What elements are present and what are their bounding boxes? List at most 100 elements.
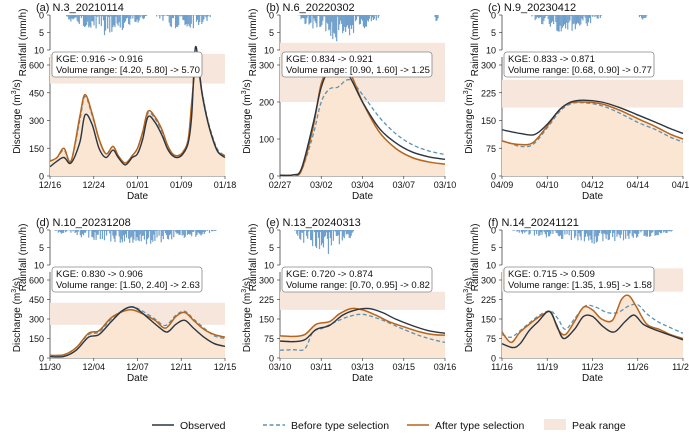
rain-bar bbox=[583, 15, 585, 16]
rain-bar bbox=[197, 15, 199, 20]
rain-bar bbox=[327, 230, 330, 254]
rain-bar bbox=[100, 15, 102, 27]
rain-bar bbox=[562, 230, 564, 239]
rain-bar bbox=[337, 230, 339, 236]
rain-bar bbox=[352, 15, 355, 33]
rain-bar bbox=[129, 15, 131, 25]
rain-bar bbox=[67, 15, 69, 17]
rain-bar bbox=[176, 230, 178, 234]
rain-bar bbox=[215, 230, 217, 232]
rain-bar bbox=[188, 15, 190, 26]
rain-bar bbox=[75, 15, 77, 18]
rain-bar bbox=[299, 230, 301, 239]
rain-bar bbox=[183, 230, 185, 238]
rain-bar bbox=[378, 15, 380, 16]
rain-bar bbox=[371, 15, 373, 18]
rain-bar bbox=[181, 230, 183, 236]
rain-bar bbox=[595, 230, 597, 243]
q-tick-label: 200 bbox=[259, 98, 274, 108]
discharge-axis-label: Discharge (m3/s) bbox=[241, 278, 253, 352]
q-tick-label: 75 bbox=[486, 334, 496, 344]
rain-bar bbox=[148, 230, 150, 238]
rain-bar bbox=[530, 230, 532, 231]
rain-bar bbox=[187, 15, 189, 24]
rain-bar bbox=[554, 230, 556, 231]
rain-bar bbox=[143, 230, 145, 240]
rain-bar bbox=[189, 15, 191, 28]
rain-bar bbox=[92, 15, 94, 22]
rain-bar bbox=[566, 15, 568, 23]
q-tick-label: 150 bbox=[259, 315, 274, 325]
rain-bar bbox=[663, 230, 665, 233]
rain-bar bbox=[567, 15, 569, 30]
rain-bar bbox=[660, 230, 663, 234]
rain-bar bbox=[183, 15, 185, 21]
rain-bar bbox=[581, 230, 583, 231]
rain-bar bbox=[124, 230, 127, 235]
rain-bar bbox=[185, 230, 187, 231]
rain-bar bbox=[181, 15, 183, 16]
observed-line bbox=[501, 99, 684, 136]
rain-bar bbox=[171, 15, 173, 18]
rain-bar bbox=[172, 15, 175, 19]
rain-bar bbox=[198, 230, 200, 234]
rain-bar bbox=[88, 230, 90, 238]
rain-bar bbox=[177, 230, 179, 234]
rain-bar bbox=[128, 15, 130, 25]
panel-title: (f) N.14_20241121 bbox=[488, 217, 579, 229]
x-tick-label: 03/10 bbox=[269, 362, 292, 372]
rain-axis-label: Rainfall (mm/h) bbox=[18, 224, 29, 292]
rain-bar bbox=[150, 230, 152, 244]
rain-bar bbox=[350, 230, 352, 236]
rain-bar bbox=[213, 230, 215, 231]
rain-bar bbox=[559, 15, 561, 26]
rain-bar bbox=[324, 230, 327, 236]
x-tick-label: 03/10 bbox=[434, 180, 457, 190]
volume-text: Volume range: [1.50, 2.40] -> 2.63 bbox=[56, 280, 200, 291]
rain-bar bbox=[331, 15, 333, 22]
rain-bar bbox=[370, 15, 372, 22]
rain-tick-label: 0 bbox=[39, 226, 44, 236]
after-selection-area bbox=[502, 295, 683, 358]
rain-bar bbox=[193, 230, 195, 232]
rain-bar bbox=[151, 230, 153, 241]
rain-bar bbox=[643, 15, 645, 19]
rain-bar bbox=[174, 15, 177, 29]
rain-bar bbox=[91, 230, 93, 237]
rain-bar bbox=[134, 230, 136, 232]
x-axis-label: Date bbox=[352, 191, 374, 202]
rain-bar bbox=[82, 230, 85, 236]
rain-bar bbox=[334, 230, 336, 232]
rain-bar bbox=[596, 230, 599, 242]
rain-bar bbox=[132, 15, 134, 19]
panel-title: (e) N.13_20240313 bbox=[266, 217, 361, 229]
rain-bar bbox=[354, 15, 357, 22]
rain-bar bbox=[99, 15, 101, 16]
rain-bar bbox=[196, 230, 198, 236]
rain-axis-label: Rainfall (mm/h) bbox=[18, 9, 29, 77]
rain-bar bbox=[93, 230, 95, 240]
rain-bar bbox=[208, 230, 211, 233]
rain-bar bbox=[337, 15, 339, 17]
rain-bar bbox=[635, 230, 638, 238]
after-selection-line bbox=[279, 307, 446, 338]
rain-bar bbox=[574, 15, 576, 30]
rain-bar bbox=[316, 230, 319, 233]
rain-bar bbox=[561, 15, 563, 28]
rain-bar bbox=[549, 230, 551, 237]
rain-bar bbox=[375, 15, 377, 21]
q-tick-label: 0 bbox=[491, 172, 496, 182]
rain-bar bbox=[646, 230, 648, 237]
rain-tick-label: 0 bbox=[491, 11, 496, 21]
rain-bar bbox=[304, 230, 306, 232]
rain-tick-label: 10 bbox=[34, 46, 44, 56]
rain-bar bbox=[311, 230, 313, 241]
q-tick-label: 300 bbox=[481, 276, 496, 286]
q-tick-label: 300 bbox=[29, 116, 44, 126]
rain-bar bbox=[110, 230, 112, 242]
rain-bar bbox=[54, 230, 56, 231]
rain-bar bbox=[79, 230, 81, 236]
rain-bar bbox=[310, 230, 312, 241]
rain-bar bbox=[641, 230, 643, 231]
